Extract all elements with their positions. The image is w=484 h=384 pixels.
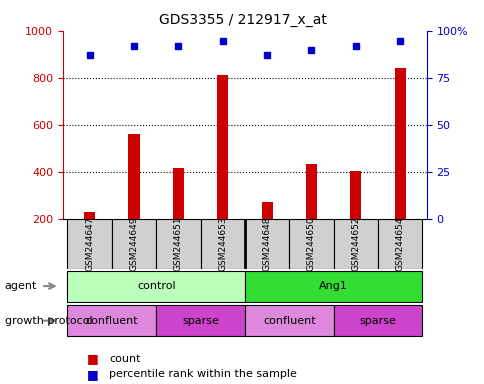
Text: sparse: sparse xyxy=(359,316,395,326)
FancyBboxPatch shape xyxy=(244,219,288,269)
Text: agent: agent xyxy=(5,281,37,291)
Text: GSM244648: GSM244648 xyxy=(262,217,271,271)
FancyBboxPatch shape xyxy=(112,219,156,269)
FancyBboxPatch shape xyxy=(288,219,333,269)
Text: GSM244649: GSM244649 xyxy=(129,217,138,271)
Text: GSM244654: GSM244654 xyxy=(395,217,404,271)
FancyBboxPatch shape xyxy=(200,219,244,269)
Text: sparse: sparse xyxy=(182,316,219,326)
Bar xyxy=(217,75,228,266)
Bar xyxy=(394,68,405,266)
FancyBboxPatch shape xyxy=(67,219,112,269)
Text: ■: ■ xyxy=(87,368,99,381)
FancyBboxPatch shape xyxy=(333,219,377,269)
Text: Ang1: Ang1 xyxy=(318,281,348,291)
Bar xyxy=(84,212,95,266)
Text: growth protocol: growth protocol xyxy=(5,316,92,326)
Bar xyxy=(128,134,139,266)
Text: percentile rank within the sample: percentile rank within the sample xyxy=(109,369,296,379)
Text: GDS3355 / 212917_x_at: GDS3355 / 212917_x_at xyxy=(158,13,326,27)
Text: GSM244652: GSM244652 xyxy=(350,217,360,271)
Text: GSM244650: GSM244650 xyxy=(306,217,315,271)
Text: ■: ■ xyxy=(87,353,99,366)
Bar xyxy=(261,202,272,266)
Bar xyxy=(305,164,317,266)
Text: control: control xyxy=(136,281,175,291)
Text: count: count xyxy=(109,354,140,364)
FancyBboxPatch shape xyxy=(67,270,244,302)
FancyBboxPatch shape xyxy=(156,219,200,269)
Text: confluent: confluent xyxy=(262,316,315,326)
Text: GSM244651: GSM244651 xyxy=(174,217,182,271)
Text: GSM244653: GSM244653 xyxy=(218,217,227,271)
FancyBboxPatch shape xyxy=(244,305,333,336)
FancyBboxPatch shape xyxy=(377,219,422,269)
Bar xyxy=(349,170,361,266)
Text: GSM244647: GSM244647 xyxy=(85,217,94,271)
FancyBboxPatch shape xyxy=(67,305,156,336)
Bar xyxy=(172,168,183,266)
FancyBboxPatch shape xyxy=(156,305,244,336)
FancyBboxPatch shape xyxy=(244,270,422,302)
Text: confluent: confluent xyxy=(85,316,138,326)
FancyBboxPatch shape xyxy=(333,305,422,336)
